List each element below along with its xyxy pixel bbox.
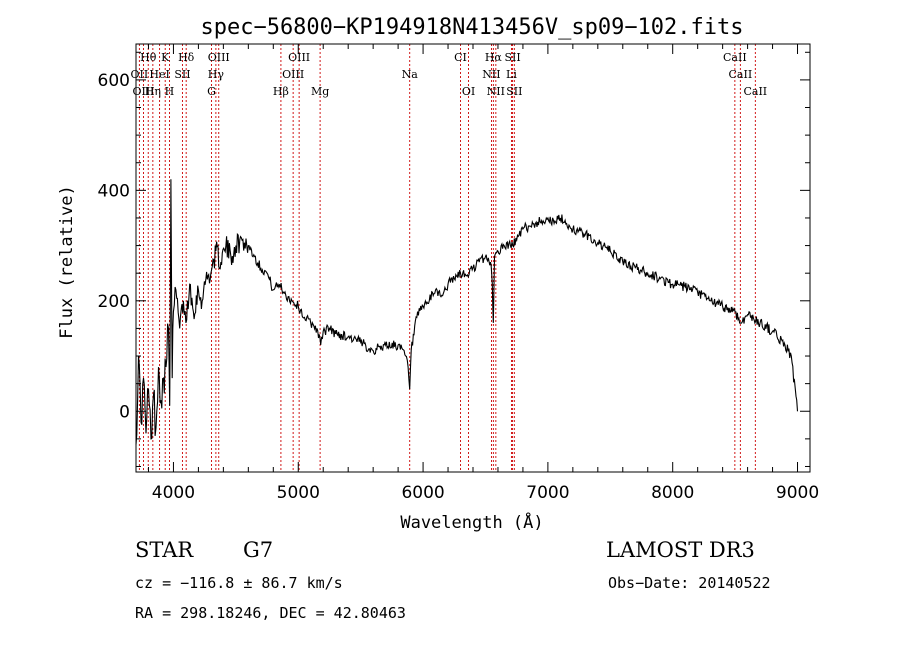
object-class: STAR <box>135 538 194 562</box>
line-label: OII <box>131 68 149 81</box>
line-label: NII <box>487 85 505 98</box>
line-label: Na <box>402 68 419 81</box>
x-tick-label: 7000 <box>526 483 569 503</box>
line-label: SII <box>504 51 520 64</box>
line-label: H <box>165 85 175 98</box>
y-tick-label: 600 <box>98 71 130 91</box>
x-tick-label: 4000 <box>152 483 195 503</box>
y-axis: 0 200 400 600 <box>98 51 810 467</box>
line-label: SII <box>506 85 522 98</box>
line-label: OIII <box>282 68 304 81</box>
x-tick-label: 8000 <box>651 483 694 503</box>
chart-title: spec−56800−KP194918N413456V_sp09−102.fit… <box>200 15 743 40</box>
line-label: NII <box>482 68 500 81</box>
line-label: OIII <box>288 51 310 64</box>
line-label: OI <box>462 85 475 98</box>
line-label: OIII <box>208 51 230 64</box>
plot-frame <box>135 43 811 473</box>
coordinates: RA = 298.18246, DEC = 42.80463 <box>135 604 406 622</box>
line-label: CaII <box>743 85 767 98</box>
line-label: Hδ <box>178 51 195 64</box>
line-label: OIII <box>132 85 154 98</box>
y-tick-label: 0 <box>119 402 130 422</box>
line-label: CI <box>454 51 467 64</box>
line-label: SII <box>174 68 190 81</box>
y-tick-label: 400 <box>98 181 130 201</box>
line-label: Hθ <box>140 51 157 64</box>
object-subclass: G7 <box>243 538 274 562</box>
x-tick-label: 9000 <box>776 483 819 503</box>
line-label: Mg <box>311 85 329 98</box>
x-axis: 4000 5000 6000 7000 8000 9000 <box>147 44 819 503</box>
x-axis-label: Wavelength (Å) <box>400 511 543 533</box>
redshift-cz: cz = −116.8 ± 86.7 km/s <box>135 574 343 592</box>
line-label: CaII <box>729 68 753 81</box>
observation-date: Obs−Date: 20140522 <box>608 574 771 592</box>
line-label: Hα <box>485 51 503 64</box>
line-label: K <box>161 51 170 64</box>
line-label: HeI <box>149 68 169 81</box>
line-label: Li <box>506 68 517 81</box>
line-label: Hη <box>145 85 161 98</box>
line-label: CaII <box>723 51 747 64</box>
survey-name: LAMOST DR3 <box>606 538 755 562</box>
y-axis-label: Flux (relative) <box>57 185 77 339</box>
spectrum-line <box>135 179 799 445</box>
x-tick-label: 5000 <box>277 483 320 503</box>
x-tick-label: 6000 <box>401 483 444 503</box>
line-label: Hγ <box>208 68 225 81</box>
line-label: G <box>207 85 216 98</box>
y-tick-label: 200 <box>98 292 130 312</box>
line-label: Hβ <box>273 85 289 98</box>
